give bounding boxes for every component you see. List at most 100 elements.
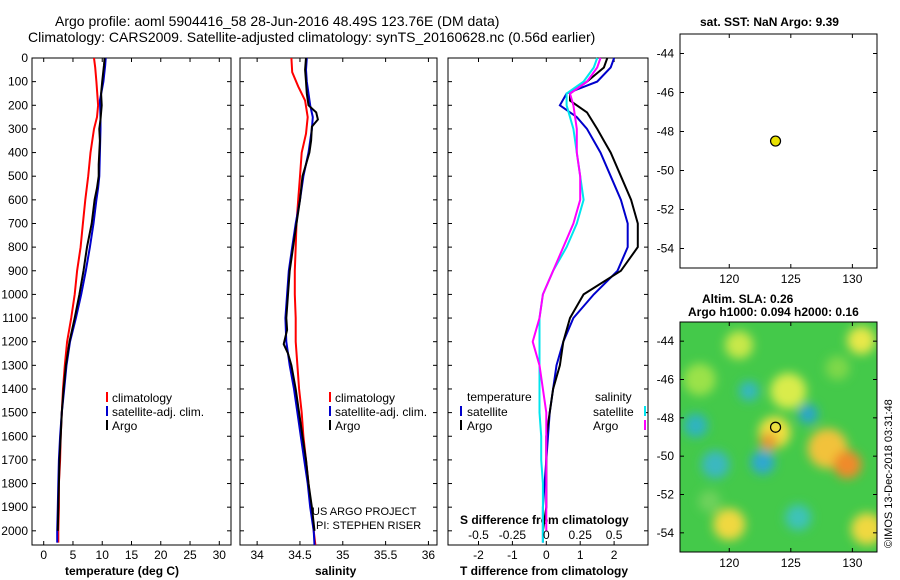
temperature-legend: climatology satellite-adj. clim. Argo [112, 391, 204, 433]
salinity-legend: climatology satellite-adj. clim. Argo [335, 391, 427, 433]
difference-xlabel: T difference from climatology [460, 564, 628, 578]
temp-xtick-label: 25 [183, 548, 197, 562]
depth-tick-label: 500 [8, 169, 28, 183]
temp-xtick-label: 30 [213, 548, 227, 562]
diff-xtick-label: 0 [543, 548, 550, 562]
diff-legend-s-argo: Argo [593, 419, 619, 433]
sla-blob [738, 381, 759, 401]
diff-frame [447, 57, 649, 546]
diff-legend-t-satellite: satellite [467, 405, 508, 419]
p-sst-ytick-label: -46 [657, 86, 675, 100]
diff-legend-t-argo: Argo [467, 419, 493, 433]
p-sst-xtick-label: 125 [781, 272, 801, 286]
depth-tick-label: 800 [8, 240, 28, 254]
salinity-xlabel: salinity [315, 564, 357, 578]
depth-tick-label: 0 [21, 51, 28, 65]
s-diff-tick-label: 0.5 [606, 528, 623, 542]
depth-tick-label: 2000 [1, 524, 28, 538]
difference-legend: temperature salinity satellite Argo sate… [467, 390, 634, 433]
s-diff-tick-label: 0.25 [569, 528, 593, 542]
sla-heatmap [680, 322, 877, 552]
sla-heatmap-blobs [683, 326, 877, 545]
depth-tick-label: 1600 [1, 429, 28, 443]
sal-frame [239, 57, 438, 546]
depth-tick-label: 1300 [1, 358, 28, 372]
p-sla-ytick-label: -48 [657, 411, 675, 425]
sal-xtick-label: 35.5 [374, 548, 398, 562]
p-sst-frame [679, 33, 878, 269]
sla-blob [683, 413, 708, 438]
sla-blob [683, 363, 716, 396]
argo-position-marker [769, 135, 782, 147]
sal-xtick-label: 35 [336, 548, 350, 562]
depth-tick-label: 400 [8, 146, 28, 160]
imos-credit: ©IMOS 13-Dec-2018 03:31:48 [883, 399, 895, 548]
sal-series-line [284, 57, 316, 546]
diff-xtick-label: -2 [473, 548, 484, 562]
sla-blob [698, 490, 721, 513]
diff-legend-salinity-title: salinity [595, 390, 632, 404]
depth-tick-label: 1400 [1, 382, 28, 396]
p-sla-ytick-label: -52 [657, 488, 675, 502]
depth-tick-label: 1200 [1, 335, 28, 349]
figure-title-line2: Climatology: CARS2009. Satellite-adjuste… [28, 29, 595, 45]
p-sla-frame [679, 321, 878, 553]
s-diff-tick-label: -0.5 [468, 528, 489, 542]
p-sla-ytick-label: -54 [657, 526, 675, 540]
diff-legend-temperature-title: temperature [467, 390, 532, 404]
figure-title-line1: Argo profile: aoml 5904416_58 28-Jun-201… [55, 13, 499, 29]
sla-blob [770, 373, 807, 409]
p-sla-ytick-label: -44 [657, 334, 675, 348]
sal-legend-argo: Argo [335, 419, 361, 433]
temperature-panel: temperature (deg C) climatology satellit… [1, 51, 232, 578]
diff-xtick-label: 2 [611, 548, 618, 562]
temp-legend-argo: Argo [112, 419, 138, 433]
sla-blob [851, 513, 877, 545]
depth-tick-label: 1500 [1, 406, 28, 420]
p-sst-ytick-label: -50 [657, 164, 675, 178]
depth-tick-label: 600 [8, 193, 28, 207]
sla-blob [759, 432, 778, 451]
temp-xtick-label: 10 [96, 548, 110, 562]
temp-series-line [56, 57, 106, 531]
sal-legend-climatology: climatology [335, 391, 395, 405]
sal-series-line [282, 57, 319, 531]
temp-legend-climatology: climatology [112, 391, 172, 405]
sla-blob [701, 450, 730, 479]
temp-legend-satellite: satellite-adj. clim. [112, 405, 204, 419]
temp-xtick-label: 20 [154, 548, 168, 562]
sal-xtick-label: 34.5 [288, 548, 312, 562]
p-sla-xtick-label: 125 [781, 556, 801, 570]
diff-xtick-label: -1 [507, 548, 518, 562]
p-sst-ytick-label: -44 [657, 47, 675, 61]
p-sst-xtick-label: 120 [719, 272, 739, 286]
sla-blob [798, 404, 819, 424]
diff-series-line [531, 57, 602, 531]
p-sla-ytick-label: -50 [657, 449, 675, 463]
difference-panel: T difference from climatology S differen… [447, 57, 649, 578]
sla-map-panel: Altim. SLA: 0.26 Argo h1000: 0.094 h2000… [657, 292, 895, 570]
depth-tick-label: 1800 [1, 477, 28, 491]
argo-position-marker [769, 421, 782, 433]
depth-tick-label: 1100 [2, 311, 28, 325]
p-sla-xtick-label: 130 [842, 556, 862, 570]
depth-tick-label: 100 [8, 75, 28, 89]
depth-tick-label: 1000 [1, 287, 28, 301]
s-diff-tick-label: 0 [543, 528, 550, 542]
sst-map-panel: sat. SST: NaN Argo: 9.39 120 125 130 -44 -46… [657, 15, 878, 286]
sla-blob [825, 356, 850, 380]
sal-xtick-label: 34 [250, 548, 264, 562]
diff-xtick-label: 1 [577, 548, 584, 562]
temp-xtick-label: 5 [70, 548, 77, 562]
temp-xtick-label: 15 [125, 548, 139, 562]
project-credit-line1: US ARGO PROJECT [312, 506, 417, 518]
sla-blob [785, 504, 812, 531]
sst-map-title: sat. SST: NaN Argo: 9.39 [700, 15, 839, 29]
temp-frame [31, 57, 232, 546]
p-sst-ytick-label: -48 [657, 125, 675, 139]
depth-tick-label: 900 [8, 264, 28, 278]
depth-tick-label: 700 [8, 216, 28, 230]
depth-tick-label: 300 [8, 122, 28, 136]
depth-tick-label: 1700 [1, 453, 28, 467]
